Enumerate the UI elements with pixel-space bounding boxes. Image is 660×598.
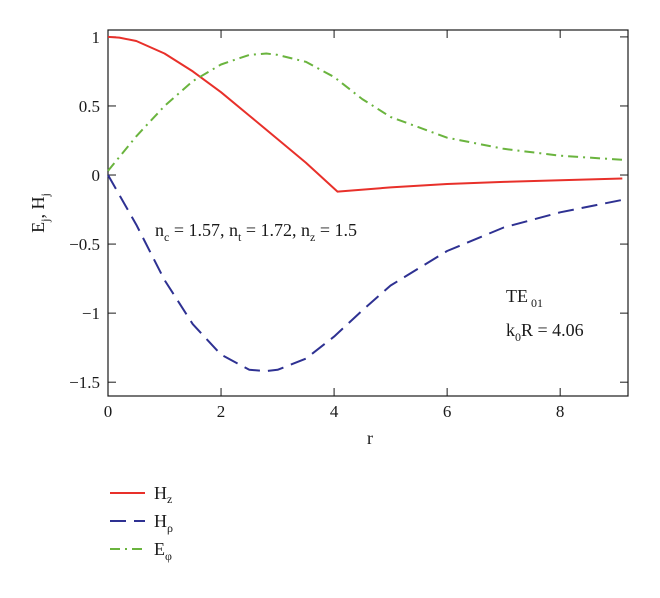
plot-frame [107, 29, 629, 397]
param-nt-value: = 1.72, [241, 220, 301, 240]
legend-label-hrho-main: H [154, 511, 167, 531]
legend-label-hz: Hz [154, 483, 172, 506]
param-nt-main: n [229, 220, 238, 240]
k0r-value: R = 4.06 [521, 320, 584, 340]
legend-item-ephi: Eφ [110, 539, 172, 563]
legend-label-ephi-main: E [154, 539, 165, 559]
x-tick-label: 8 [556, 402, 565, 421]
y-axis-label-main-2: H [28, 197, 48, 210]
x-tick-label: 0 [104, 402, 113, 421]
mode-main: TE [506, 286, 528, 306]
mode-annotation: TE 01 [506, 286, 543, 310]
series-line-hrho [107, 174, 623, 373]
param-nz-value: = 1.5 [315, 220, 357, 240]
x-axis-label: r [367, 428, 373, 448]
k0r-annotation: k0R = 4.06 [506, 320, 584, 344]
params-annotation: nc = 1.57, nt = 1.72, nz = 1.5 [155, 220, 357, 244]
k0r-main: k [506, 320, 515, 340]
series-line-ephi [107, 52, 623, 172]
param-nz-sub: z [310, 230, 315, 244]
y-tick-label: 0.5 [79, 97, 100, 116]
y-tick-label: 0 [92, 166, 101, 185]
series-layer [107, 35, 623, 373]
y-axis-label: Ej, Hj [28, 193, 52, 233]
param-nc-sub: c [164, 230, 169, 244]
x-tick-label: 6 [443, 402, 452, 421]
y-tick-label: −1.5 [69, 373, 100, 392]
y-tick-label: −0.5 [69, 235, 100, 254]
series-line-hz [107, 35, 623, 193]
legend-label-ephi: Eφ [154, 539, 172, 563]
legend-label-hz-main: H [154, 483, 167, 503]
mode-sub: 01 [531, 296, 543, 310]
param-nz-main: n [301, 220, 310, 240]
y-axis-label-main-1: E [28, 222, 48, 233]
param-nt-sub: t [238, 230, 242, 244]
axis-tick-labels: 0 2 4 6 8 1 0.5 0 −0.5 −1 −1.5 [69, 28, 564, 421]
k0r-sub: 0 [515, 330, 521, 344]
axis-ticks [107, 30, 628, 396]
y-tick-label: 1 [92, 28, 101, 47]
legend: Hz Hρ Eφ [110, 483, 173, 563]
y-axis-label-sep: , [28, 210, 48, 219]
y-axis-label-sub-2: j [38, 193, 52, 197]
y-axis-label-sub-1: j [38, 219, 52, 223]
legend-item-hrho: Hρ [110, 511, 173, 535]
legend-item-hz: Hz [110, 483, 172, 506]
param-nc-main: n [155, 220, 164, 240]
legend-label-hz-sub: z [167, 492, 172, 506]
legend-label-ephi-sub: φ [165, 549, 172, 563]
x-tick-label: 4 [330, 402, 339, 421]
legend-label-hrho-sub: ρ [167, 521, 173, 535]
param-nc-value: = 1.57, [169, 220, 229, 240]
legend-label-hrho: Hρ [154, 511, 173, 535]
y-tick-label: −1 [82, 304, 100, 323]
x-tick-label: 2 [217, 402, 226, 421]
